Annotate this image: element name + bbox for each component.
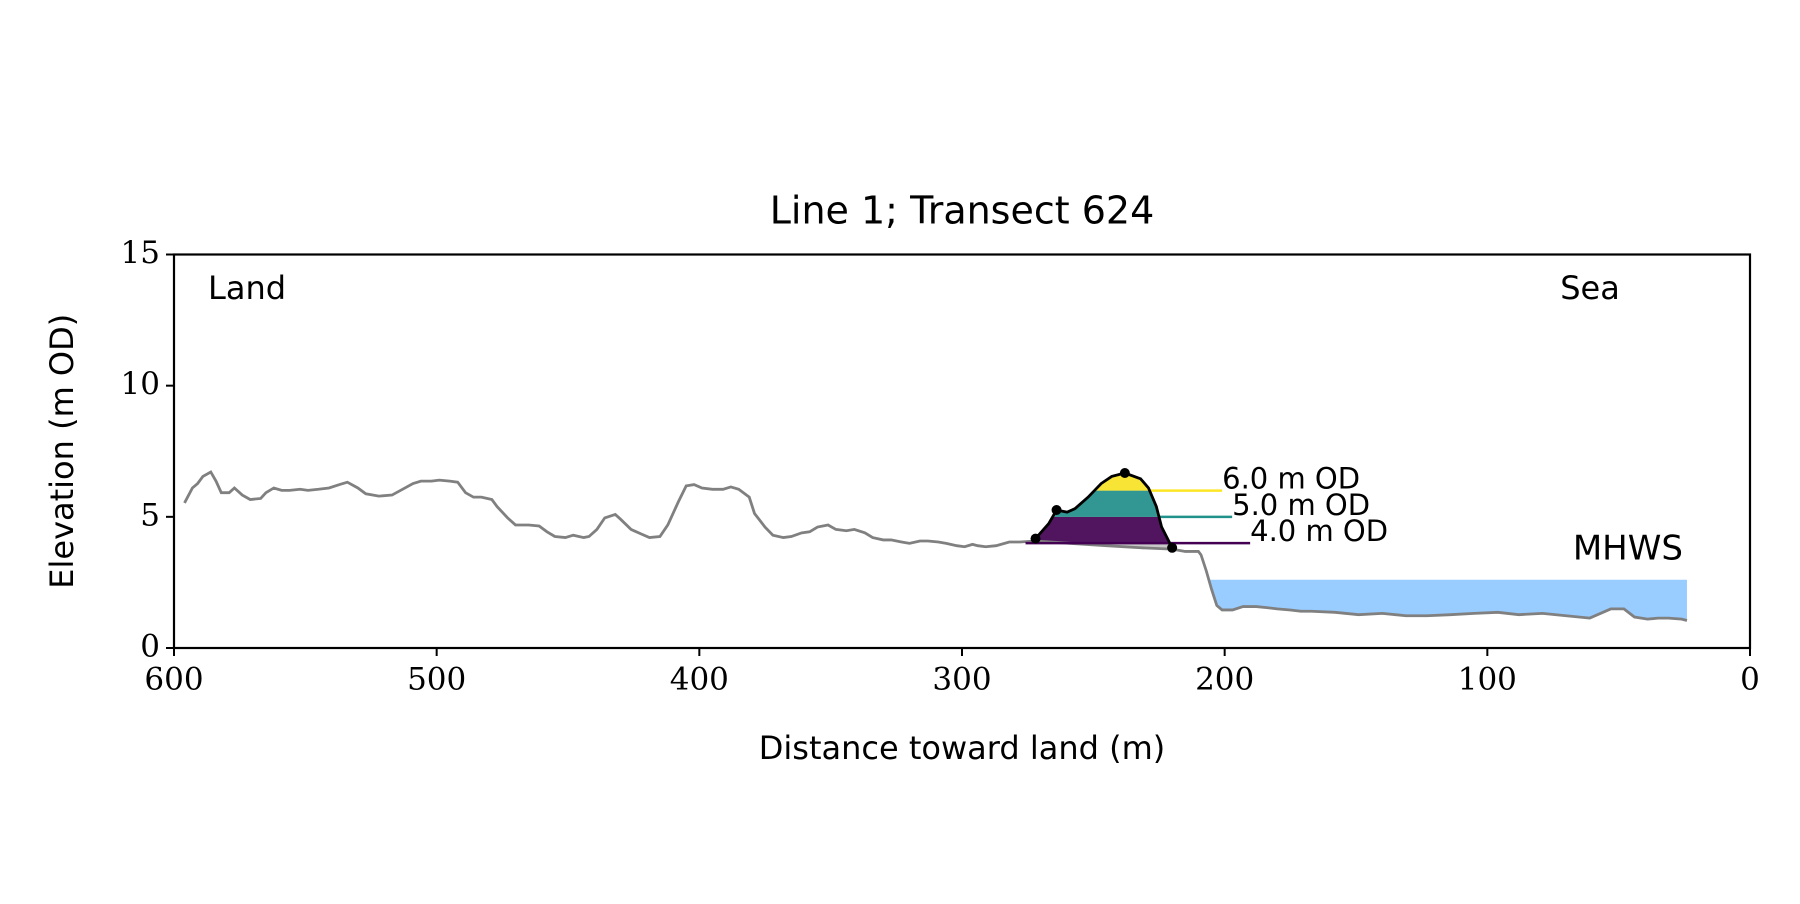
x-tick-label: 0 bbox=[1740, 662, 1760, 698]
level-label: 5.0 m OD bbox=[1232, 488, 1370, 522]
x-tick-label: 200 bbox=[1195, 662, 1254, 698]
level-band bbox=[1052, 490, 1160, 517]
dune-point bbox=[1167, 542, 1178, 553]
mhws-water bbox=[1208, 579, 1687, 621]
dune-point bbox=[1119, 468, 1130, 479]
dune-point bbox=[1030, 533, 1041, 544]
dune-point bbox=[1051, 505, 1062, 516]
x-axis-label: Distance toward land (m) bbox=[759, 729, 1165, 767]
level-band bbox=[1035, 516, 1170, 544]
sea-annotation: Sea bbox=[1560, 269, 1620, 307]
profile-line bbox=[183, 470, 1688, 622]
x-tick-label: 400 bbox=[670, 662, 729, 698]
y-tick-label: 5 bbox=[140, 497, 160, 533]
level-label: 4.0 m OD bbox=[1250, 514, 1388, 548]
mhws-label: MHWS bbox=[1573, 528, 1683, 568]
chart-title: Line 1; Transect 624 bbox=[770, 189, 1155, 233]
y-tick-label: 0 bbox=[140, 629, 160, 665]
y-tick-label: 15 bbox=[121, 235, 160, 271]
x-tick-label: 500 bbox=[407, 662, 466, 698]
x-tick-label: 600 bbox=[144, 662, 203, 698]
level-label: 6.0 m OD bbox=[1222, 462, 1360, 496]
y-tick-label: 10 bbox=[121, 366, 160, 402]
land-annotation: Land bbox=[208, 269, 286, 307]
x-tick-label: 100 bbox=[1458, 662, 1517, 698]
y-axis-label: Elevation (m OD) bbox=[43, 314, 81, 589]
x-tick-label: 300 bbox=[932, 662, 991, 698]
